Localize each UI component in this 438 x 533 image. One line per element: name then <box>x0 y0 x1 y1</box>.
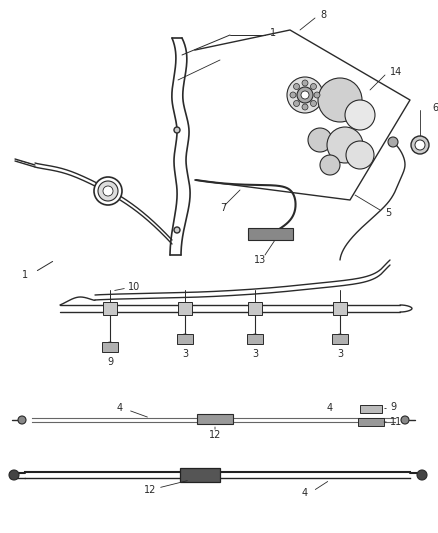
Circle shape <box>411 136 429 154</box>
Circle shape <box>98 181 118 201</box>
Bar <box>180 468 220 482</box>
Text: 14: 14 <box>390 67 402 77</box>
Circle shape <box>335 334 345 344</box>
Circle shape <box>301 91 309 99</box>
Circle shape <box>367 406 374 413</box>
Text: 1: 1 <box>22 270 28 280</box>
Text: 12: 12 <box>144 485 156 495</box>
Text: 6: 6 <box>432 103 438 113</box>
Circle shape <box>94 177 122 205</box>
Text: 3: 3 <box>252 349 258 359</box>
Text: 8: 8 <box>320 10 326 20</box>
Circle shape <box>311 101 317 107</box>
Circle shape <box>293 101 300 107</box>
Text: 12: 12 <box>209 430 221 440</box>
Bar <box>332 334 348 344</box>
Circle shape <box>293 84 300 90</box>
Circle shape <box>250 334 260 344</box>
Circle shape <box>308 128 332 152</box>
Text: 5: 5 <box>385 208 391 218</box>
Circle shape <box>302 104 308 110</box>
Circle shape <box>105 342 115 352</box>
Circle shape <box>18 416 26 424</box>
Bar <box>178 302 192 315</box>
Circle shape <box>174 227 180 233</box>
Text: 10: 10 <box>128 282 140 292</box>
Bar <box>358 418 384 426</box>
Circle shape <box>345 100 375 130</box>
Text: 1: 1 <box>270 28 276 38</box>
Text: 9: 9 <box>390 402 396 412</box>
Circle shape <box>302 80 308 86</box>
Text: 3: 3 <box>337 349 343 359</box>
Circle shape <box>318 78 362 122</box>
Text: 9: 9 <box>107 357 113 367</box>
Bar <box>177 334 193 344</box>
Circle shape <box>401 416 409 424</box>
Circle shape <box>314 92 320 98</box>
Text: 7: 7 <box>220 203 226 213</box>
Circle shape <box>320 155 340 175</box>
Bar <box>360 405 382 413</box>
Circle shape <box>297 87 313 103</box>
Circle shape <box>103 186 113 196</box>
Text: 13: 13 <box>254 255 266 265</box>
Circle shape <box>327 127 363 163</box>
Bar <box>333 302 347 315</box>
Circle shape <box>9 470 19 480</box>
Circle shape <box>311 84 317 90</box>
Circle shape <box>174 127 180 133</box>
Circle shape <box>417 470 427 480</box>
Text: 11: 11 <box>390 417 402 427</box>
Bar <box>248 302 262 315</box>
Bar <box>103 302 117 315</box>
Text: 3: 3 <box>182 349 188 359</box>
Bar <box>248 228 293 240</box>
Circle shape <box>287 77 323 113</box>
Bar <box>247 334 263 344</box>
Bar <box>102 342 118 352</box>
Circle shape <box>388 137 398 147</box>
Text: 4: 4 <box>327 403 333 413</box>
Bar <box>197 414 233 424</box>
Circle shape <box>346 141 374 169</box>
Circle shape <box>415 140 425 150</box>
Text: 4: 4 <box>117 403 123 413</box>
Circle shape <box>290 92 296 98</box>
Text: 4: 4 <box>302 488 308 498</box>
Circle shape <box>180 334 190 344</box>
